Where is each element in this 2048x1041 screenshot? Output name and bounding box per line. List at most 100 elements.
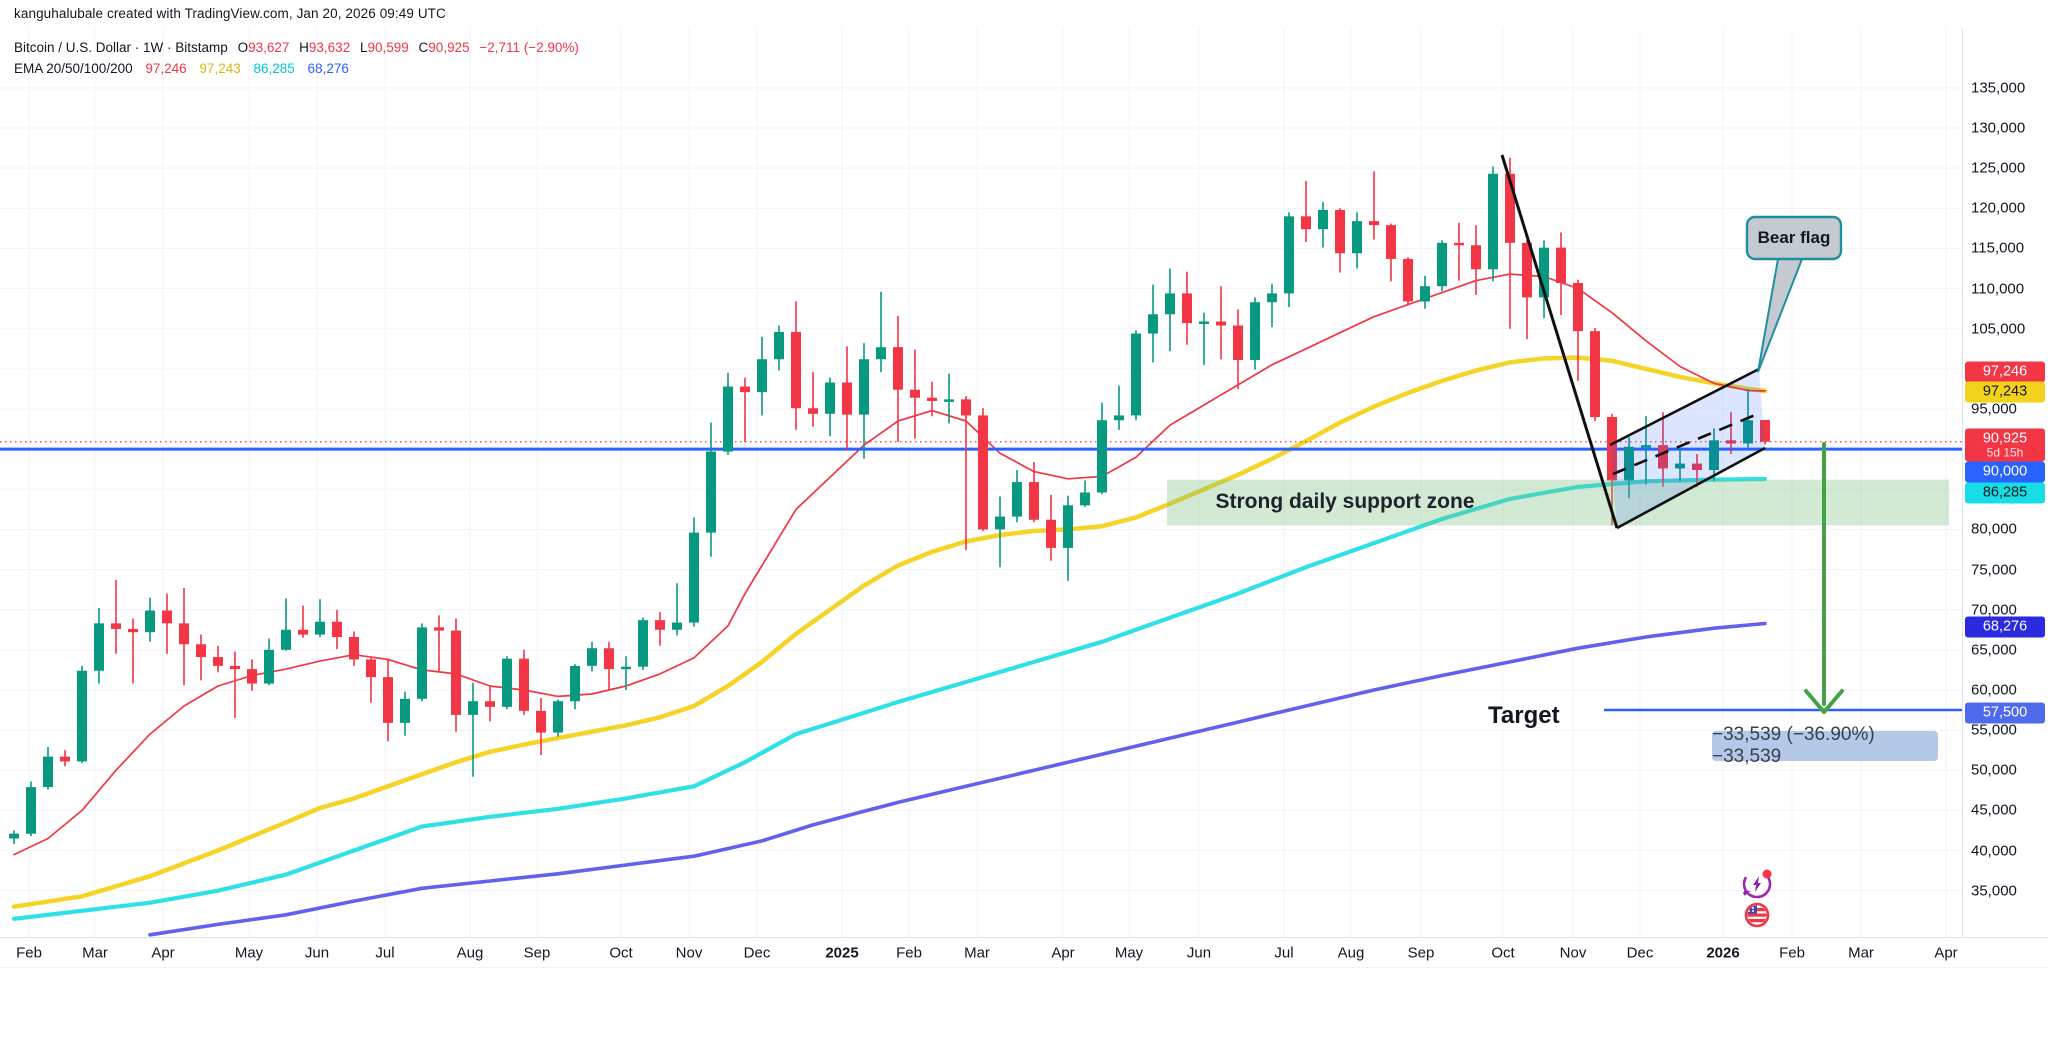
support-zone-label: Strong daily support zone xyxy=(1215,490,1475,513)
ema20-line[interactable] xyxy=(13,273,1766,856)
price-tick-75000: 75,000 xyxy=(1971,561,2017,579)
candle-week-41 xyxy=(706,422,716,557)
candle-week-64 xyxy=(1097,402,1107,495)
price-badge-97243: 97,243 xyxy=(1965,381,2045,403)
time-tick-Oct[interactable]: Oct xyxy=(1491,944,1515,962)
candle-week-81 xyxy=(1386,223,1396,282)
time-tick-Mar[interactable]: Mar xyxy=(82,944,108,962)
ema-legend-row[interactable]: EMA 20/50/100/200 97,246 97,243 86,285 6… xyxy=(14,61,349,76)
candle-week-88 xyxy=(1505,157,1515,329)
time-tick-Feb[interactable]: Feb xyxy=(896,944,922,962)
ai-event-icon[interactable] xyxy=(1739,866,1776,903)
candle-week-33 xyxy=(570,664,580,710)
time-tick-Jun[interactable]: Jun xyxy=(304,944,330,962)
price-tick-70000: 70,000 xyxy=(1971,601,2017,619)
bear-flag-label: Bear flag xyxy=(1757,228,1831,247)
candle-week-19 xyxy=(332,609,342,650)
ema200-line[interactable] xyxy=(148,621,1767,937)
candle-week-90 xyxy=(1539,240,1549,319)
time-tick-Oct[interactable]: Oct xyxy=(609,944,633,962)
candle-week-101 xyxy=(1726,412,1736,454)
candle-week-1 xyxy=(26,781,36,837)
bear-flag-upper-line[interactable] xyxy=(1609,367,1760,447)
time-tick-Aug[interactable]: Aug xyxy=(1337,944,1365,962)
candle-week-85 xyxy=(1454,222,1464,281)
time-tick-Sep[interactable]: Sep xyxy=(1407,944,1435,962)
candle-week-103 xyxy=(1760,419,1770,445)
candle-week-59 xyxy=(1012,470,1022,523)
candlestick-series[interactable] xyxy=(9,157,1770,845)
support-zone-rect[interactable] xyxy=(1167,479,1949,526)
price-tick-35000: 35,000 xyxy=(1971,882,2017,900)
time-tick-Mar[interactable]: Mar xyxy=(964,944,990,962)
candle-week-60 xyxy=(1029,461,1039,523)
time-tick-2025[interactable]: 2025 xyxy=(825,944,859,962)
candle-week-100 xyxy=(1709,428,1719,482)
price-axis[interactable]: 135,000 130,000 125,000 120,000 115,000 110,0… xyxy=(1962,28,2048,965)
time-tick-May[interactable]: May xyxy=(1114,944,1144,962)
candle-week-70 xyxy=(1199,312,1209,365)
candle-week-55 xyxy=(944,373,954,424)
candle-week-38 xyxy=(655,612,665,646)
candle-week-3 xyxy=(60,750,70,767)
bear-flag-midline[interactable] xyxy=(1612,411,1761,476)
bear-flag-pole[interactable] xyxy=(1500,154,1619,529)
time-tick-Apr[interactable]: Apr xyxy=(1051,944,1075,962)
time-tick-2026[interactable]: 2026 xyxy=(1706,944,1740,962)
ema100-line[interactable] xyxy=(11,476,1768,921)
time-tick-Sep[interactable]: Sep xyxy=(523,944,551,962)
target-arrow-head xyxy=(1804,689,1844,714)
time-tick-Nov[interactable]: Nov xyxy=(1559,944,1587,962)
time-tick-Apr[interactable]: Apr xyxy=(1934,944,1958,962)
time-axis[interactable]: Feb Mar Apr May Jun Jul Aug Sep Oct Nov Dec 2025 Feb… xyxy=(0,937,2048,968)
symbol-legend-row[interactable]: Bitcoin / U.S. Dollar · 1W · Bitstamp O9… xyxy=(14,40,579,55)
time-tick-Jul[interactable]: Jul xyxy=(375,944,395,962)
candle-week-9 xyxy=(162,593,172,654)
ohlc-high: H93,632 xyxy=(299,40,351,55)
bear-flag-lower-line[interactable] xyxy=(1616,446,1766,530)
candle-week-14 xyxy=(247,659,257,691)
time-tick-Feb[interactable]: Feb xyxy=(1779,944,1805,962)
candle-week-4 xyxy=(77,665,87,764)
bear-flag-callout-box[interactable] xyxy=(1745,215,1843,261)
candle-week-0 xyxy=(9,830,19,845)
time-tick-Aug[interactable]: Aug xyxy=(456,944,484,962)
time-tick-May[interactable]: May xyxy=(234,944,264,962)
creator-credit: kanguhalubale created with TradingView.c… xyxy=(14,6,446,21)
candle-week-75 xyxy=(1284,212,1294,308)
time-tick-Jul[interactable]: Jul xyxy=(1274,944,1294,962)
symbol-title: Bitcoin / U.S. Dollar · 1W · Bitstamp xyxy=(14,40,228,55)
time-tick-Apr[interactable]: Apr xyxy=(151,944,175,962)
candle-week-98 xyxy=(1675,448,1685,483)
ema50-line[interactable] xyxy=(11,355,1768,909)
candle-week-17 xyxy=(298,605,308,638)
candle-week-31 xyxy=(536,698,546,756)
candle-week-43 xyxy=(740,377,750,442)
candle-week-84 xyxy=(1437,240,1447,291)
bear-flag-channel-fill[interactable] xyxy=(1610,369,1765,528)
price-tick-55000: 55,000 xyxy=(1971,721,2017,739)
time-tick-Dec[interactable]: Dec xyxy=(1626,944,1654,962)
candle-week-48 xyxy=(825,377,835,437)
candle-week-80 xyxy=(1369,171,1379,240)
candle-week-45 xyxy=(774,325,784,371)
candle-week-73 xyxy=(1250,297,1260,370)
candle-week-65 xyxy=(1114,385,1124,430)
candle-week-52 xyxy=(893,315,903,442)
candle-week-12 xyxy=(213,645,223,673)
candle-week-5 xyxy=(94,608,104,684)
time-tick-Nov[interactable]: Nov xyxy=(675,944,703,962)
candle-week-54 xyxy=(927,381,937,417)
candle-week-71 xyxy=(1216,286,1226,360)
time-tick-Mar[interactable]: Mar xyxy=(1848,944,1874,962)
candle-week-39 xyxy=(672,583,682,636)
time-tick-Jun[interactable]: Jun xyxy=(1186,944,1212,962)
price-badge-97246: 97,246 xyxy=(1965,361,2045,383)
us-flag-event-icon[interactable] xyxy=(1744,902,1770,928)
price-tick-50000: 50,000 xyxy=(1971,761,2017,779)
time-tick-Feb[interactable]: Feb xyxy=(16,944,42,962)
time-tick-Dec[interactable]: Dec xyxy=(743,944,771,962)
price-tick-120000: 120,000 xyxy=(1971,199,2026,217)
countdown-timer: 5d 15h xyxy=(1986,445,2024,460)
